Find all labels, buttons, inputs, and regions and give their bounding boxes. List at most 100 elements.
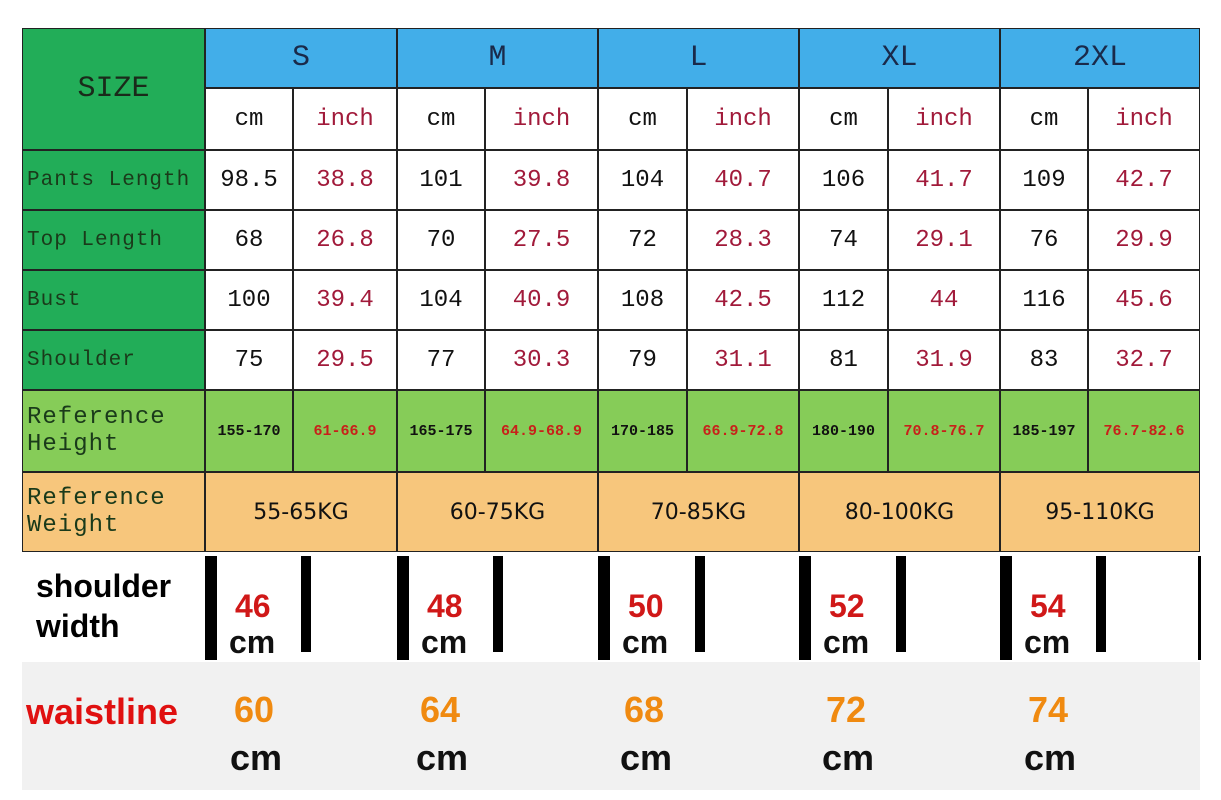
sw-bar [1096,556,1106,652]
weight: 55-65KG [205,472,397,552]
cell-inch: 42.7 [1088,150,1200,210]
cell-inch: 32.7 [1088,330,1200,390]
size-name: S [205,28,397,88]
size-name: L [598,28,799,88]
cell-cm: 79 [598,330,687,390]
weight: 80-100KG [799,472,1000,552]
cell-inch: 28.3 [687,210,799,270]
sw-bar [695,556,705,652]
waist-value: 68 [624,689,665,730]
waist-value: 74 [1028,689,1069,730]
cell-cm: 180-190 [799,390,888,472]
row-label: Shoulder [22,330,205,390]
sw-bar [1198,556,1201,660]
sw-bar [896,556,906,652]
cell-cm: 116 [1000,270,1088,330]
cell-cm: 165-175 [397,390,485,472]
cell-inch: 76.7-82.6 [1088,390,1200,472]
waist-label: waistline [26,691,179,732]
sw-bar [205,556,217,660]
unit: cm [397,88,485,150]
cell-cm: 101 [397,150,485,210]
weight: 60-75KG [397,472,598,552]
size-name: XL [799,28,1000,88]
row-label: Top Length [22,210,205,270]
unit: inch [687,88,799,150]
cell-cm: 185-197 [1000,390,1088,472]
size-name: 2XL [1000,28,1200,88]
sw-value: 46 [235,588,271,624]
unit: cm [205,88,293,150]
sw-unit: cm [229,624,276,660]
sw-unit: cm [421,624,468,660]
row-label: Bust [22,270,205,330]
size-name: M [397,28,598,88]
cell-cm: 106 [799,150,888,210]
sw-unit: cm [622,624,669,660]
weight: 70-85KG [598,472,799,552]
cell-cm: 72 [598,210,687,270]
cell-inch: 42.5 [687,270,799,330]
unit: cm [598,88,687,150]
cell-cm: 70 [397,210,485,270]
sw-value: 50 [628,588,664,624]
cell-inch: 40.9 [485,270,598,330]
sw-bar [397,556,409,660]
cell-inch: 39.8 [485,150,598,210]
cell-inch: 26.8 [293,210,397,270]
row-label: Reference Weight [22,472,205,552]
waist-value: 60 [234,689,275,730]
cell-cm: 170-185 [598,390,687,472]
cell-inch: 30.3 [485,330,598,390]
cell-inch: 64.9-68.9 [485,390,598,472]
sw-bar [1000,556,1012,660]
cell-inch: 27.5 [485,210,598,270]
cell-inch: 66.9-72.8 [687,390,799,472]
cell-inch: 45.6 [1088,270,1200,330]
waist-unit: cm [230,737,283,778]
cell-inch: 40.7 [687,150,799,210]
cell-inch: 29.1 [888,210,1000,270]
cell-cm: 155-170 [205,390,293,472]
cell-cm: 83 [1000,330,1088,390]
cell-cm: 81 [799,330,888,390]
unit: inch [1088,88,1200,150]
cell-cm: 68 [205,210,293,270]
waist-unit: cm [620,737,673,778]
cell-inch: 70.8-76.7 [888,390,1000,472]
sw-bar [493,556,503,652]
sw-value: 48 [427,588,463,624]
size-title: SIZE [22,28,205,150]
cell-cm: 98.5 [205,150,293,210]
sw-bar [598,556,610,660]
waist-value: 72 [826,689,867,730]
unit: cm [799,88,888,150]
cell-cm: 109 [1000,150,1088,210]
sw-label: shoulder width [36,568,172,644]
cell-cm: 104 [598,150,687,210]
waist-unit: cm [822,737,875,778]
cell-inch: 38.8 [293,150,397,210]
waist-unit: cm [416,737,469,778]
cell-cm: 104 [397,270,485,330]
row-label: Reference Height [22,390,205,472]
sw-bar [301,556,311,652]
cell-cm: 77 [397,330,485,390]
cell-inch: 31.1 [687,330,799,390]
unit: inch [485,88,598,150]
cell-cm: 74 [799,210,888,270]
waist-bg [22,662,1200,790]
cell-inch: 61-66.9 [293,390,397,472]
cell-inch: 44 [888,270,1000,330]
sw-unit: cm [823,624,870,660]
cell-inch: 29.5 [293,330,397,390]
waist-unit: cm [1024,737,1077,778]
waist-value: 64 [420,689,461,730]
cell-inch: 31.9 [888,330,1000,390]
cell-cm: 112 [799,270,888,330]
cell-cm: 100 [205,270,293,330]
sw-bar [799,556,811,660]
sw-value: 52 [829,588,865,624]
cell-cm: 76 [1000,210,1088,270]
